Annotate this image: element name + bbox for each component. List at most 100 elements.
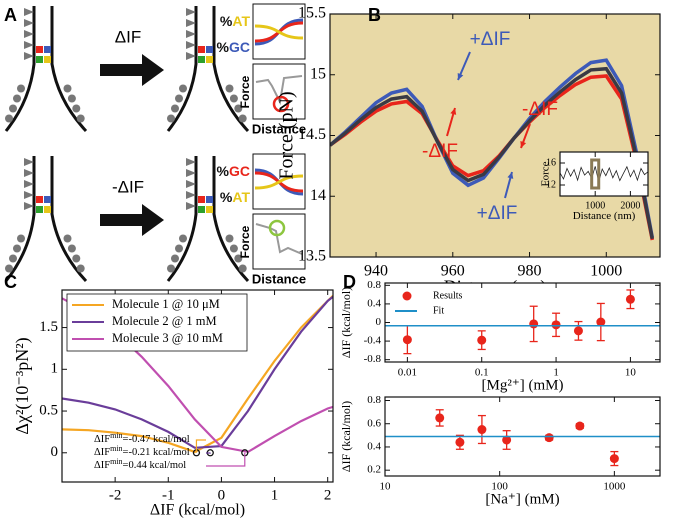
base	[186, 52, 196, 60]
point	[609, 454, 619, 464]
axis-label: Force	[238, 225, 252, 258]
point	[573, 326, 583, 336]
dna-strand	[212, 6, 250, 133]
base	[186, 169, 196, 177]
axis-label: Force	[238, 75, 252, 108]
y-tick-label: 0.5	[39, 402, 58, 418]
base	[24, 180, 34, 188]
arrow-head	[450, 108, 457, 115]
x-tick-label: 100	[491, 480, 508, 492]
y-axis-label: ΔIF (kcal/mol)	[339, 401, 353, 472]
arrow	[100, 54, 164, 86]
y-tick-label: 16	[546, 157, 556, 168]
base-pair	[36, 206, 43, 213]
y-tick-label: 0	[376, 316, 382, 328]
axis-label: Distance	[252, 271, 306, 286]
base-pair	[206, 206, 213, 213]
y-tick-label: -0.4	[364, 335, 382, 347]
point	[402, 335, 412, 345]
mini-curve	[254, 174, 304, 190]
y-tick-label: 1	[51, 361, 59, 377]
label-part: AT	[232, 189, 250, 205]
base-pair	[36, 196, 43, 203]
annotation-part: min	[110, 457, 122, 466]
line-series	[62, 295, 333, 449]
x-tick-label: 1000	[585, 200, 605, 211]
annotation-leader	[195, 439, 206, 453]
base-pair	[36, 56, 43, 63]
legend-label: Molecule 1 @ 10 μM	[112, 297, 220, 311]
base	[76, 114, 85, 123]
base	[5, 264, 13, 273]
x-tick-label: 1000	[590, 262, 622, 279]
x-axis-label: [Na⁺] (mM)	[485, 492, 559, 508]
arrow-head	[507, 172, 514, 179]
line-series	[62, 295, 333, 454]
base	[17, 234, 25, 243]
annotation: +ΔIF	[477, 203, 518, 224]
panel-letter: D	[343, 272, 356, 292]
y-tick-label: 15.5	[298, 5, 326, 22]
base	[24, 52, 34, 60]
base	[167, 114, 175, 123]
base	[9, 254, 17, 263]
plot-layer	[385, 409, 660, 467]
point	[551, 320, 561, 330]
mini-highlight	[268, 219, 286, 237]
plot-area	[330, 14, 660, 257]
base	[76, 264, 85, 273]
annotation-part: =0.44 kcal/mol	[123, 460, 187, 471]
arrow-label: -ΔIF	[112, 177, 144, 196]
plot-layer	[385, 289, 660, 355]
base	[72, 254, 81, 263]
base-pair	[198, 46, 205, 53]
base-pair	[44, 206, 51, 213]
point	[502, 435, 512, 445]
curve-label: %AT	[220, 189, 251, 205]
legend-label: Fit	[433, 305, 444, 316]
y-tick-label: 14.5	[298, 126, 326, 143]
x-tick-label: 2	[324, 487, 332, 503]
annotation-part: =-0.21 kcal/mol	[123, 447, 190, 458]
panel-letter: C	[4, 272, 17, 292]
legend-marker	[402, 291, 412, 301]
label-part: %	[217, 39, 230, 55]
base	[225, 234, 234, 243]
point	[455, 437, 465, 447]
base	[24, 41, 34, 49]
plot-area	[560, 152, 648, 196]
plot-layer	[560, 165, 648, 182]
y-tick-label: 12	[546, 179, 556, 190]
legend-label: Molecule 2 @ 1 mM	[112, 314, 217, 328]
base	[186, 191, 196, 199]
point	[477, 425, 487, 435]
x-tick-label: 1	[553, 366, 559, 378]
x-tick-label: 960	[441, 262, 465, 279]
label-part: GC	[229, 163, 250, 179]
annotation-part: ΔIF	[94, 460, 110, 471]
highlight-box	[590, 158, 601, 190]
base	[72, 104, 81, 113]
line-series	[330, 66, 655, 240]
base-pair	[36, 46, 43, 53]
x-axis-label: Distance (nm)	[573, 210, 636, 222]
base	[186, 41, 196, 49]
x-tick-label: 10	[625, 366, 637, 378]
y-tick-label: 0.4	[367, 297, 381, 309]
y-tick-label: 0.2	[367, 464, 381, 476]
base	[63, 234, 72, 243]
y-tick-label: 13.5	[298, 248, 326, 265]
base-pair	[44, 196, 51, 203]
y-tick-label: 0	[51, 444, 59, 460]
base-pair	[206, 46, 213, 53]
base	[13, 94, 21, 103]
panel-letter: B	[368, 5, 381, 25]
base	[17, 84, 25, 93]
base	[175, 94, 183, 103]
base	[24, 19, 34, 27]
base	[24, 8, 34, 16]
y-tick-label: 15	[310, 65, 326, 82]
annotation-leader	[206, 452, 246, 467]
curve-label: %AT	[220, 13, 251, 29]
